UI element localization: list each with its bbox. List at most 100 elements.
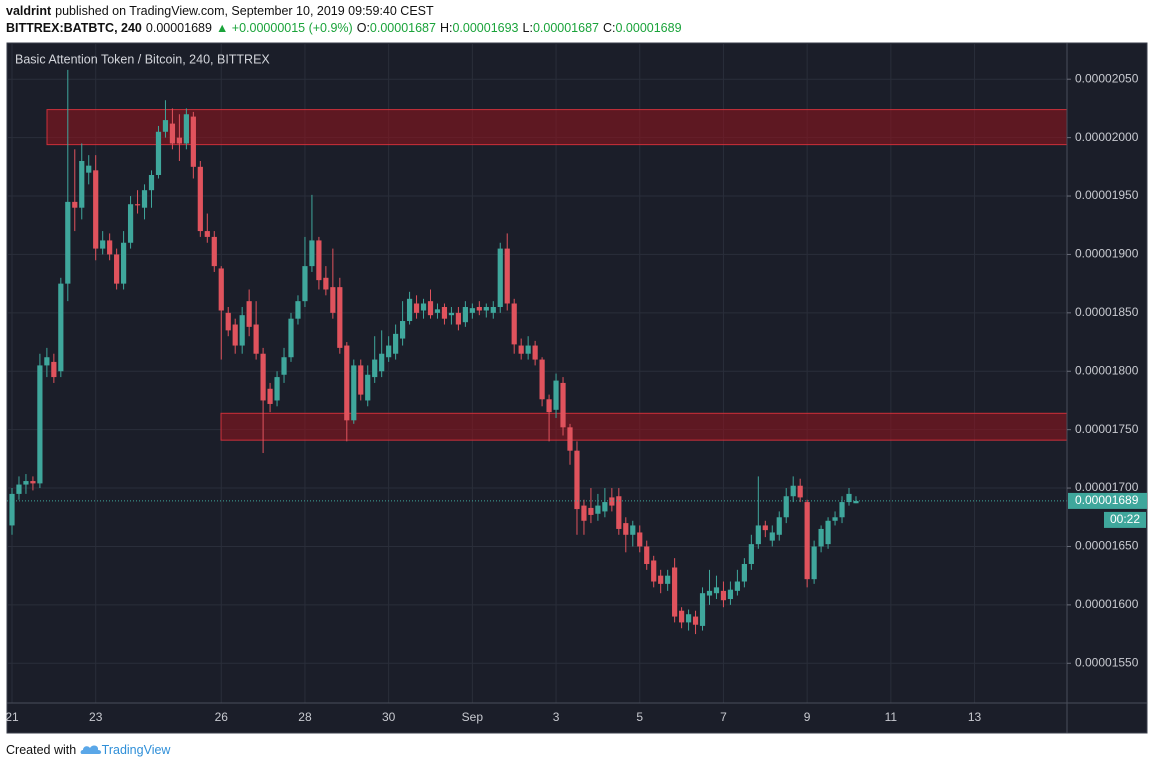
footer-brand[interactable]: TradingView bbox=[101, 743, 171, 757]
candle-body bbox=[497, 248, 503, 307]
candle-body bbox=[246, 301, 252, 327]
candle-body bbox=[462, 307, 468, 323]
candle-body bbox=[134, 204, 141, 206]
candle-body bbox=[295, 301, 301, 319]
candle-body bbox=[539, 359, 545, 400]
candle-body bbox=[706, 590, 713, 596]
candle-body bbox=[469, 308, 475, 313]
candle-body bbox=[811, 546, 817, 580]
footer-logo bbox=[80, 745, 101, 754]
candle-body bbox=[672, 567, 678, 617]
candle-body bbox=[358, 365, 364, 395]
candle-body bbox=[288, 318, 294, 358]
candle-body bbox=[239, 315, 245, 346]
y-tick-label: 0.00001950 bbox=[1075, 188, 1139, 202]
candle-body bbox=[846, 493, 852, 503]
candle-body bbox=[699, 593, 706, 626]
x-tick-label: 7 bbox=[720, 710, 727, 724]
candle-body bbox=[713, 587, 720, 594]
footer-text: Created with bbox=[6, 743, 77, 757]
candle-body bbox=[400, 321, 406, 339]
y-tick-label: 0.00002000 bbox=[1075, 130, 1139, 144]
candle-body bbox=[783, 496, 789, 518]
candle-body bbox=[658, 575, 664, 584]
candle-body bbox=[204, 231, 210, 237]
candle-body bbox=[93, 170, 99, 249]
candle-body bbox=[365, 374, 371, 401]
candle-body bbox=[769, 532, 775, 541]
candle-body bbox=[323, 277, 329, 290]
candle-body bbox=[762, 525, 768, 531]
candle-body bbox=[616, 496, 622, 529]
y-tick-label: 0.00001550 bbox=[1075, 655, 1139, 669]
candle-body bbox=[218, 268, 224, 311]
candle-body bbox=[330, 287, 336, 313]
candle-body bbox=[734, 581, 740, 591]
candle-body bbox=[393, 333, 399, 354]
price: 0.00001689 bbox=[145, 21, 212, 35]
candle-body bbox=[162, 120, 169, 132]
ohlc-value: 0.00001693 bbox=[452, 21, 519, 35]
y-tick-label: 0.00001900 bbox=[1075, 247, 1139, 261]
x-tick-label: 5 bbox=[636, 710, 643, 724]
candle-body bbox=[727, 589, 734, 600]
candle-body bbox=[720, 590, 727, 601]
candle-body bbox=[574, 450, 580, 510]
ohlc-label: L: bbox=[522, 21, 533, 35]
candle-body bbox=[190, 116, 196, 167]
candle-body bbox=[155, 131, 162, 175]
candle-body bbox=[267, 388, 273, 404]
resistance-zone bbox=[220, 412, 1068, 441]
author[interactable]: valdrint bbox=[6, 4, 52, 18]
chart-title: Basic Attention Token / Bitcoin, 240, BI… bbox=[15, 52, 270, 66]
candle-body bbox=[476, 307, 482, 311]
candle-body bbox=[818, 528, 824, 547]
candle-body bbox=[127, 204, 134, 243]
y-tick-label: 0.00002050 bbox=[1075, 71, 1139, 85]
candle-body bbox=[211, 236, 217, 267]
candle-body bbox=[790, 485, 796, 497]
resistance-zone bbox=[46, 109, 1068, 146]
candle-body bbox=[532, 345, 538, 360]
x-tick-label: 26 bbox=[215, 710, 229, 724]
candle-body bbox=[797, 485, 803, 498]
x-tick-label: 9 bbox=[804, 710, 811, 724]
x-tick-label: 23 bbox=[89, 710, 103, 724]
candle-body bbox=[141, 190, 148, 208]
candle-body bbox=[44, 357, 50, 366]
candle-body bbox=[567, 427, 573, 451]
candle-body bbox=[741, 563, 747, 582]
candle-body bbox=[630, 525, 636, 535]
candle-body bbox=[79, 160, 85, 208]
x-tick-label: 21 bbox=[5, 710, 19, 724]
candle-body bbox=[511, 303, 517, 345]
candle-body bbox=[274, 377, 280, 401]
candle-body bbox=[525, 345, 531, 354]
candle-body bbox=[37, 365, 43, 484]
candle-body bbox=[72, 201, 78, 208]
candle-body bbox=[183, 114, 189, 144]
candle-body bbox=[176, 137, 182, 144]
candle-body bbox=[309, 240, 315, 267]
candle-body bbox=[483, 307, 489, 311]
ohlc-value: 0.00001689 bbox=[615, 21, 682, 35]
candle-body bbox=[825, 520, 831, 545]
candle-body bbox=[197, 166, 203, 232]
y-tick-label: 0.00001750 bbox=[1075, 422, 1139, 436]
candle-body bbox=[839, 502, 845, 518]
x-tick-label: 3 bbox=[553, 710, 560, 724]
candle-body bbox=[588, 507, 594, 515]
candle-body bbox=[9, 493, 15, 526]
candle-body bbox=[51, 361, 57, 378]
ohlc-label: C: bbox=[603, 21, 616, 35]
last-price-box bbox=[1068, 492, 1147, 509]
candle-body bbox=[553, 380, 559, 410]
candle-body bbox=[107, 240, 113, 255]
candle-body bbox=[602, 502, 608, 512]
candle-body bbox=[351, 365, 357, 421]
candle-body bbox=[609, 497, 615, 506]
candle-body bbox=[644, 546, 650, 564]
candle-body bbox=[448, 312, 455, 316]
